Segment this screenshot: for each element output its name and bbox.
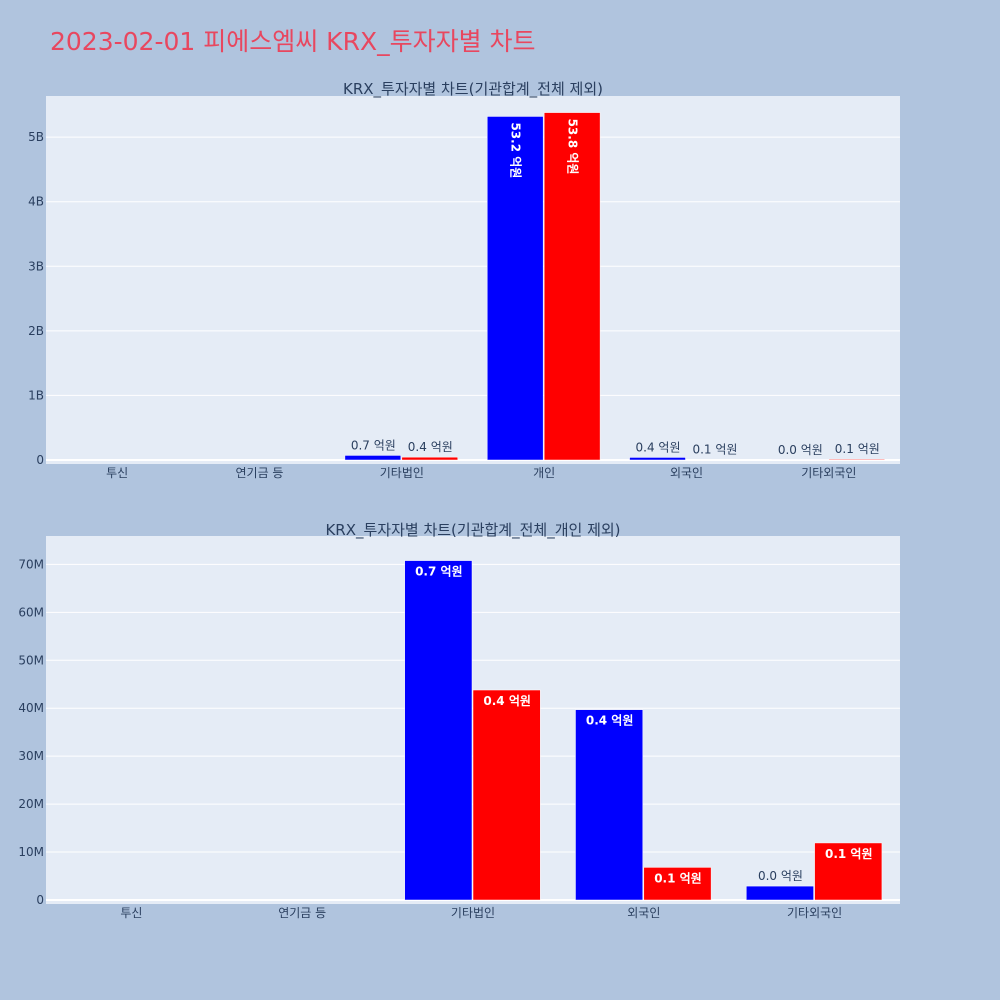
x-tick-label: 기타외국인	[801, 466, 856, 480]
y-tick-label: 0	[36, 453, 44, 467]
bar	[401, 456, 459, 461]
data-label: 53.8 억원	[566, 119, 580, 175]
data-label: 0.7 억원	[351, 438, 396, 452]
x-tick-label: 외국인	[670, 466, 703, 480]
data-label: 0.0 억원	[758, 869, 803, 883]
chart-title: KRX_투자자별 차트(기관합계_전체 제외)	[343, 80, 603, 99]
y-tick-label: 40M	[18, 701, 44, 715]
data-label: 0.4 억원	[483, 694, 531, 708]
bar	[814, 842, 883, 901]
y-tick-label: 5B	[28, 130, 44, 144]
y-tick-label: 10M	[18, 845, 44, 859]
bar	[543, 112, 601, 461]
x-tick-label: 연기금 등	[278, 906, 326, 920]
chart-title: KRX_투자자별 차트(기관합계_전체_개인 제외)	[325, 521, 620, 540]
y-tick-label: 2B	[28, 324, 44, 338]
y-tick-label: 4B	[28, 195, 44, 209]
data-label: 0.0 억원	[778, 443, 823, 457]
bar	[404, 560, 473, 901]
x-tick-label: 개인	[533, 466, 555, 480]
data-label: 0.1 억원	[692, 443, 737, 457]
y-tick-label: 0	[36, 893, 44, 907]
page-title: 2023-02-01 피에스엠씨 KRX_투자자별 차트	[50, 27, 536, 56]
bar	[746, 885, 814, 901]
y-tick-label: 30M	[18, 749, 44, 763]
x-tick-label: 외국인	[627, 906, 660, 920]
x-tick-label: 기타외국인	[787, 906, 842, 920]
bar	[643, 867, 712, 901]
data-label: 0.1 억원	[835, 442, 880, 456]
data-label: 0.4 억원	[586, 714, 634, 728]
bar	[486, 116, 544, 461]
bar	[575, 709, 644, 901]
y-tick-label: 70M	[18, 557, 44, 571]
bar	[828, 458, 886, 461]
y-tick-label: 60M	[18, 605, 44, 619]
x-tick-label: 연기금 등	[236, 466, 284, 480]
bar	[472, 689, 541, 901]
x-tick-label: 투신	[120, 906, 142, 920]
data-label: 0.7 억원	[415, 565, 463, 579]
bar	[629, 457, 686, 461]
data-label: 0.4 억원	[636, 440, 681, 454]
x-tick-label: 기타법인	[451, 906, 495, 920]
y-tick-label: 50M	[18, 653, 44, 667]
y-tick-label: 1B	[28, 388, 44, 402]
data-label: 0.4 억원	[408, 440, 453, 454]
data-label: 0.1 억원	[654, 871, 702, 885]
chart-top: KRX_투자자별 차트(기관합계_전체 제외) 0 1B 2B 3B 4B 5B 투신 연기금 …	[28, 80, 900, 480]
bar	[344, 455, 402, 461]
chart-bottom: KRX_투자자별 차트(기관합계_전체_개인 제외) 0 10M 20M 30M 40M 5…	[18, 521, 900, 920]
data-label: 53.2 억원	[509, 122, 523, 178]
y-tick-label: 3B	[28, 259, 44, 273]
x-tick-label: 기타법인	[380, 466, 424, 480]
y-tick-label: 20M	[18, 797, 44, 811]
x-tick-label: 투신	[106, 466, 128, 480]
plot-area	[46, 96, 900, 464]
data-label: 0.1 억원	[825, 847, 873, 861]
